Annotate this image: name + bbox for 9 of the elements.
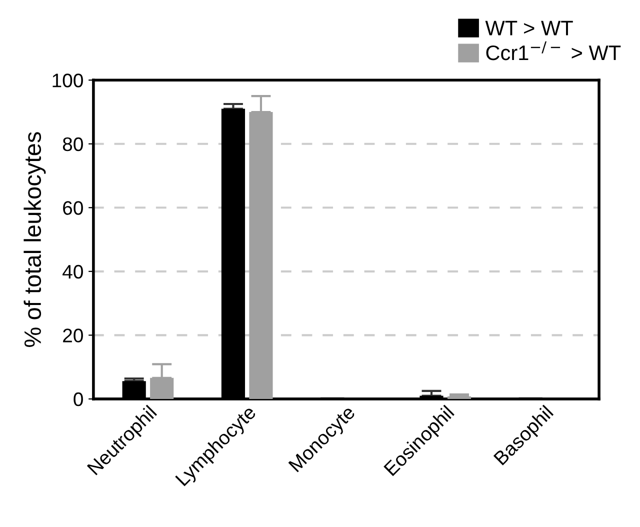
legend-label: Ccr1$^{−/−}$ > WT [486, 41, 621, 60]
y-axis-title: % of total leukocytes [24, 132, 46, 347]
y-tick-label: 20 [63, 328, 83, 342]
y-tick-label: 100 [52, 74, 83, 88]
y-tick-label: 60 [63, 201, 83, 215]
y-tick-label: 40 [62, 264, 83, 279]
legend-label: WT > WT [485, 20, 573, 36]
y-tick-label: 80 [62, 137, 83, 152]
y-tick-label: 0 [74, 392, 83, 406]
